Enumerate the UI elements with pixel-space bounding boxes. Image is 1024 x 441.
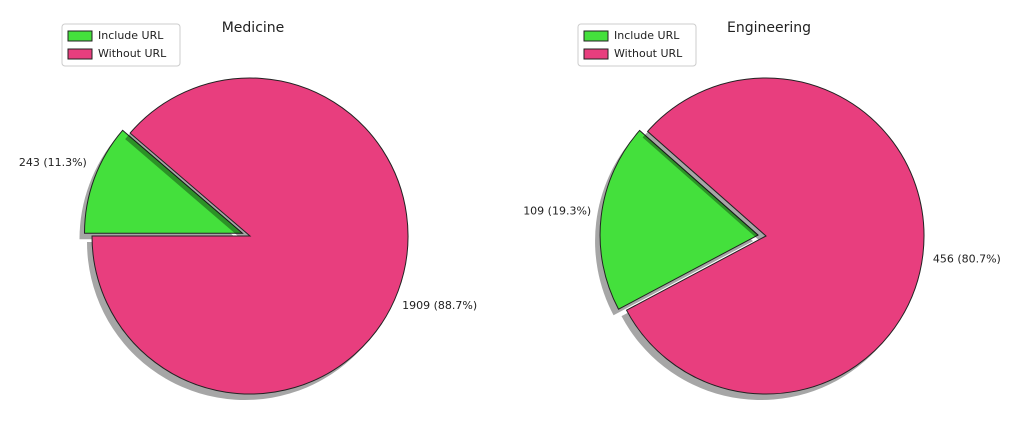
value-label: 243 (11.3%) bbox=[19, 156, 87, 169]
legend-label: Include URL bbox=[98, 29, 164, 42]
chart-title: Engineering bbox=[727, 20, 811, 36]
value-label: 456 (80.7%) bbox=[933, 253, 1001, 266]
legend-label: Include URL bbox=[614, 29, 680, 42]
legend: Include URL Without URL bbox=[577, 23, 697, 67]
slice bbox=[83, 129, 244, 234]
legend-swatch bbox=[67, 48, 93, 60]
pie-chart: Engineering 109 (19.3%) 456 (80.7%) Include… bbox=[523, 20, 1001, 401]
slice bbox=[625, 77, 925, 395]
value-label: 1909 (88.7%) bbox=[402, 299, 477, 312]
slice bbox=[599, 129, 759, 310]
legend-label: Without URL bbox=[98, 47, 167, 60]
chart-title: Medicine bbox=[222, 20, 285, 36]
pie-chart: Medicine 243 (11.3%) 1909 (88.7%) Include U… bbox=[19, 20, 477, 401]
legend-label: Without URL bbox=[614, 47, 683, 60]
legend-swatch bbox=[583, 48, 609, 60]
legend: Include URL Without URL bbox=[61, 23, 181, 67]
legend-swatch bbox=[67, 30, 93, 42]
value-label: 109 (19.3%) bbox=[523, 204, 591, 217]
slice bbox=[91, 77, 409, 395]
legend-swatch bbox=[583, 30, 609, 42]
